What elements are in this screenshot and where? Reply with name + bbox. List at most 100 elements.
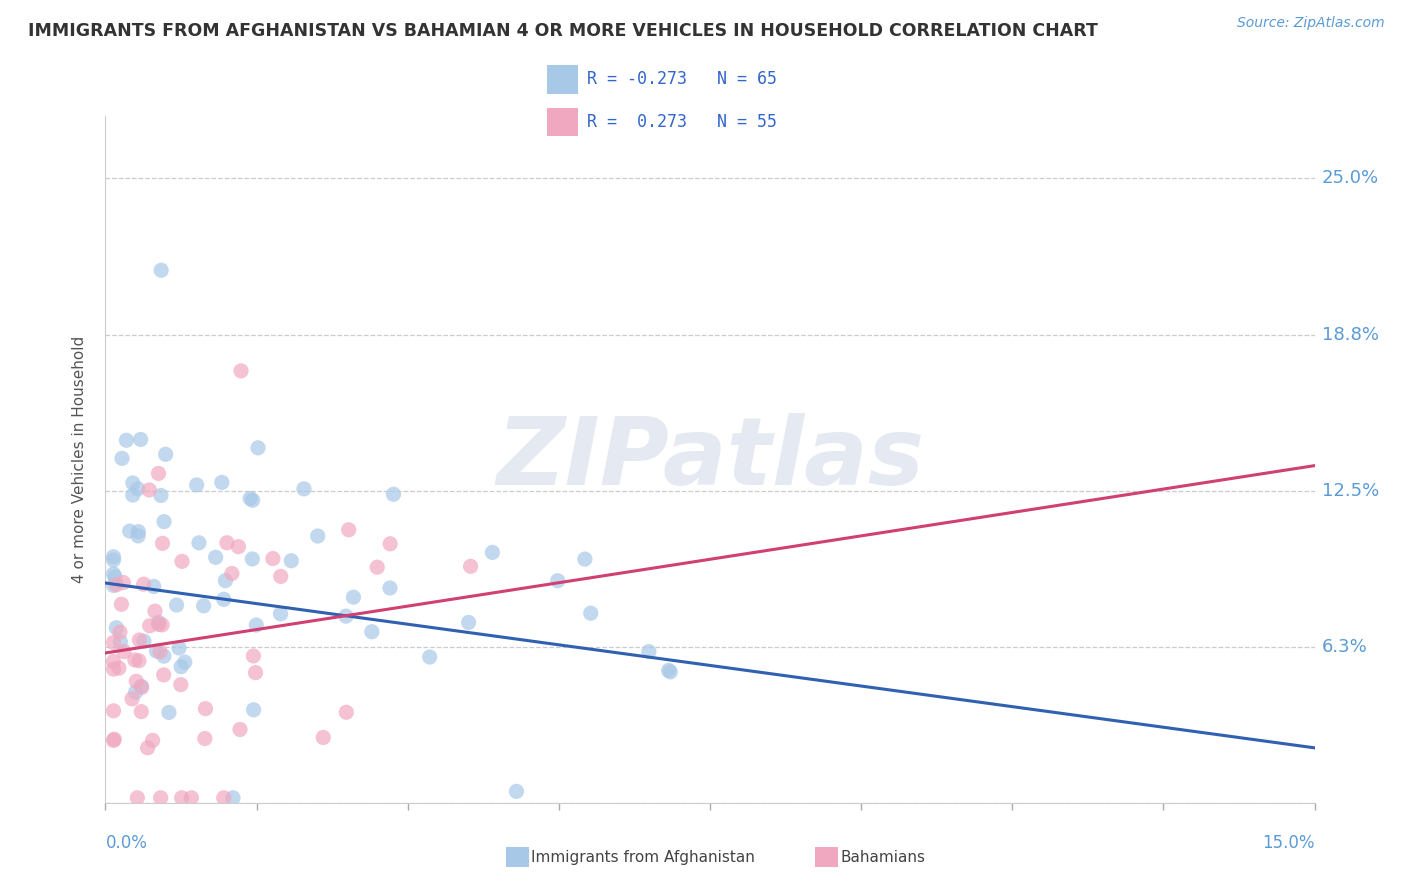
Point [228, 540, 250, 554]
Point [104, 570, 127, 584]
Point [579, 606, 602, 620]
Point [124, 685, 146, 699]
Point [112, 645, 135, 659]
Point [105, 578, 128, 592]
Point [103, 704, 125, 718]
Point [145, 644, 167, 658]
Point [188, 536, 211, 550]
Text: Source: ZipAtlas.com: Source: ZipAtlas.com [1237, 16, 1385, 30]
Point [132, 634, 155, 648]
Point [212, 790, 235, 805]
Point [229, 364, 252, 378]
Point [335, 609, 357, 624]
Point [149, 790, 172, 805]
Point [121, 475, 143, 490]
Point [142, 579, 165, 593]
Point [155, 447, 177, 461]
Point [103, 733, 125, 747]
Point [574, 552, 596, 566]
Text: IMMIGRANTS FROM AFGHANISTAN VS BAHAMIAN 4 OR MORE VEHICLES IN HOUSEHOLD CORRELAT: IMMIGRANTS FROM AFGHANISTAN VS BAHAMIAN … [28, 22, 1098, 40]
Point [378, 581, 401, 595]
Point [547, 574, 569, 588]
Point [110, 597, 132, 611]
Text: Immigrants from Afghanistan: Immigrants from Afghanistan [531, 850, 755, 864]
Point [262, 551, 284, 566]
Point [124, 653, 146, 667]
Point [170, 678, 193, 692]
Point [150, 618, 173, 632]
Point [170, 659, 193, 673]
Point [103, 654, 125, 668]
Point [131, 681, 153, 695]
Point [460, 559, 482, 574]
Text: 25.0%: 25.0% [1322, 169, 1379, 187]
Point [148, 615, 170, 630]
Point [229, 723, 252, 737]
Point [270, 607, 292, 621]
Point [143, 604, 166, 618]
Point [212, 592, 235, 607]
Point [157, 706, 180, 720]
Point [211, 475, 233, 490]
Point [138, 483, 160, 497]
Point [360, 624, 382, 639]
Point [129, 433, 152, 447]
Point [150, 263, 173, 277]
Point [658, 664, 681, 678]
Point [149, 488, 172, 502]
Point [111, 451, 134, 466]
Point [240, 552, 263, 566]
Point [142, 733, 165, 747]
Point [659, 665, 682, 679]
Point [337, 523, 360, 537]
Text: 12.5%: 12.5% [1322, 482, 1379, 500]
Point [280, 554, 302, 568]
Point [170, 554, 193, 568]
Point [239, 491, 262, 506]
Point [194, 731, 217, 746]
Point [270, 569, 292, 583]
Point [125, 674, 148, 689]
Text: 15.0%: 15.0% [1263, 834, 1315, 852]
Point [103, 549, 125, 564]
Point [366, 560, 388, 574]
FancyBboxPatch shape [547, 65, 578, 94]
Point [105, 621, 128, 635]
Point [194, 701, 217, 715]
Point [103, 662, 125, 676]
Point [103, 553, 125, 567]
Point [131, 679, 153, 693]
Point [152, 536, 174, 550]
Point [193, 599, 215, 613]
Point [127, 524, 149, 539]
Point [108, 625, 131, 640]
Point [108, 661, 131, 675]
Point [166, 598, 188, 612]
Point [148, 617, 170, 632]
Point [242, 648, 264, 663]
Point [204, 550, 226, 565]
Point [245, 618, 267, 632]
Text: Bahamians: Bahamians [841, 850, 925, 864]
Point [127, 790, 149, 805]
Point [153, 515, 176, 529]
Point [103, 578, 125, 592]
Text: ZIPatlas: ZIPatlas [496, 413, 924, 506]
Point [128, 654, 150, 668]
Text: R = -0.273   N = 65: R = -0.273 N = 65 [586, 70, 778, 88]
Point [173, 655, 195, 669]
Point [110, 635, 132, 649]
Point [132, 577, 155, 591]
Point [127, 482, 149, 496]
Point [242, 703, 264, 717]
Point [221, 566, 243, 581]
Point [118, 524, 141, 538]
Point [245, 665, 267, 680]
Point [115, 434, 138, 448]
Point [222, 790, 245, 805]
Point [292, 482, 315, 496]
Point [312, 731, 335, 745]
Point [103, 635, 125, 649]
Point [148, 467, 170, 481]
Point [170, 790, 193, 805]
